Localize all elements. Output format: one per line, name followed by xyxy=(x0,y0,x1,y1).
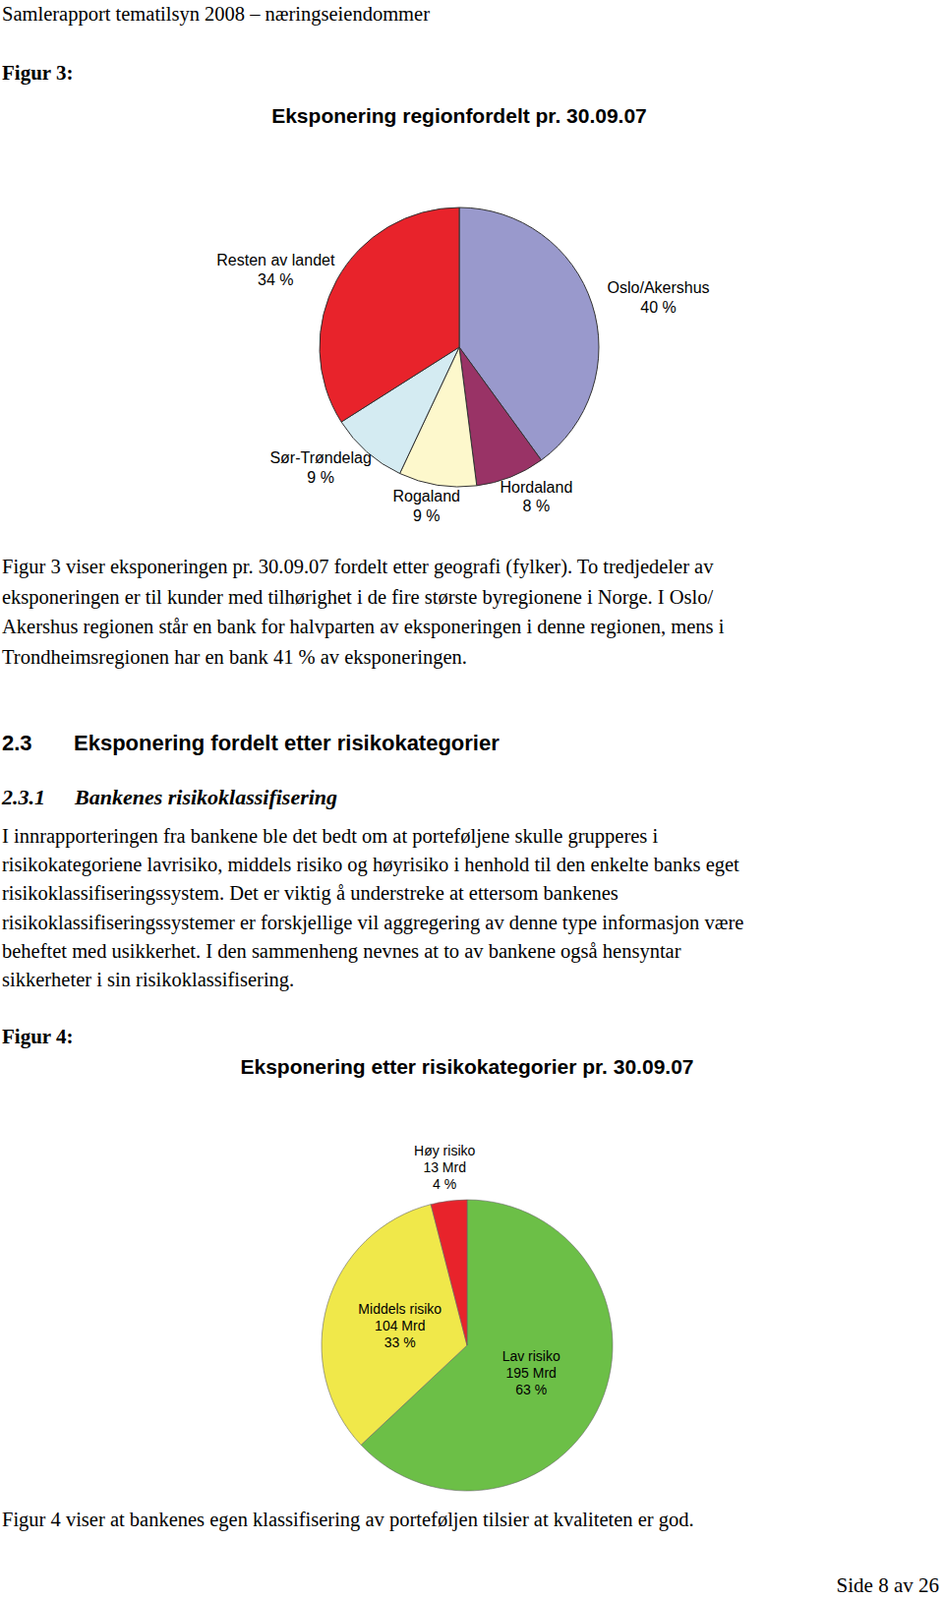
slice-category: Høy risiko xyxy=(413,1142,475,1159)
pie-slices xyxy=(319,207,599,487)
pie-slice xyxy=(430,1199,468,1346)
figure-label: Figur 3: xyxy=(1,60,74,85)
slice-category: Lav risiko xyxy=(502,1348,561,1364)
slice-category: Middels risiko xyxy=(357,1300,442,1317)
pie-chart: Eksponering etter risikokategorier pr. 3… xyxy=(239,1055,694,1491)
paragraph-line: risikoklassifiseringssystemer er forskje… xyxy=(1,911,744,935)
data-label: 33 % xyxy=(384,1334,416,1351)
paragraph-line: risikoklassifiseringssystem. Det er vikt… xyxy=(1,882,619,905)
slice-category: Sør-Trøndelag xyxy=(269,449,371,467)
data-label: 63 % xyxy=(515,1381,547,1398)
paragraph-line: eksponeringen er til kunder med tilhørig… xyxy=(1,586,714,609)
paragraph-line: Figur 4 viser at bankenes egen klassifis… xyxy=(1,1508,695,1532)
page-header: Samlerapport tematilsyn 2008 – næringsei… xyxy=(1,2,430,26)
slice-category: Oslo/Akershus xyxy=(607,279,710,296)
chart-title: Eksponering etter risikokategorier pr. 3… xyxy=(239,1055,694,1078)
section-title: Eksponering fordelt etter risikokategori… xyxy=(73,730,500,756)
pie-slice xyxy=(319,207,460,422)
slice-category: Resten av landet xyxy=(216,251,336,269)
data-label: 8 % xyxy=(523,497,551,515)
figure-label: Figur 4: xyxy=(1,1024,74,1049)
paragraph-line: beheftet med usikkerhet. I den sammenhen… xyxy=(1,940,682,963)
subsection-title: Bankenes risikoklassifisering xyxy=(73,784,338,810)
paragraph-line: Akershus regionen står en bank for halvp… xyxy=(1,615,725,639)
slice-category: Hordaland xyxy=(499,478,573,496)
slice-amount: 13 Mrd xyxy=(422,1159,467,1176)
data-label: 4 % xyxy=(432,1176,457,1192)
page: Samlerapport tematilsyn 2008 – næringsei… xyxy=(0,0,944,1600)
section-number: 2.3 xyxy=(1,730,33,756)
slice-category: Rogaland xyxy=(392,487,461,505)
data-label: 9 % xyxy=(413,507,441,525)
paragraph-line: Figur 3 viser eksponeringen pr. 30.09.07… xyxy=(1,555,714,579)
page-footer: Side 8 av 26 xyxy=(836,1573,940,1597)
paragraph-line: risikokategoriene lavrisiko, middels ris… xyxy=(1,853,740,877)
paragraph-line: I innrapporteringen fra bankene ble det … xyxy=(1,825,658,848)
pie-slices xyxy=(321,1199,613,1491)
data-label: 34 % xyxy=(257,271,294,289)
pie-labels: Lav risiko195 Mrd63 % Middels risiko104 M… xyxy=(357,1142,561,1398)
data-label: 40 % xyxy=(640,298,676,316)
slice-amount: 104 Mrd xyxy=(374,1317,425,1334)
paragraph-line: Trondheimsregionen har en bank 41 % av e… xyxy=(1,646,468,669)
paragraph-line: sikkerheter i sin risikoklassifisering. xyxy=(1,968,295,992)
data-label: 9 % xyxy=(306,469,335,486)
slice-amount: 195 Mrd xyxy=(506,1364,557,1381)
pie-labels: Oslo/Akershus 40 % Hordaland8 % Rogaland 9 %… xyxy=(216,251,709,524)
subsection-number: 2.3.1 xyxy=(0,784,46,810)
chart-title: Eksponering regionfordelt pr. 30.09.07 xyxy=(271,104,648,127)
pie-chart: Eksponering regionfordelt pr. 30.09.07 Os… xyxy=(216,104,709,525)
